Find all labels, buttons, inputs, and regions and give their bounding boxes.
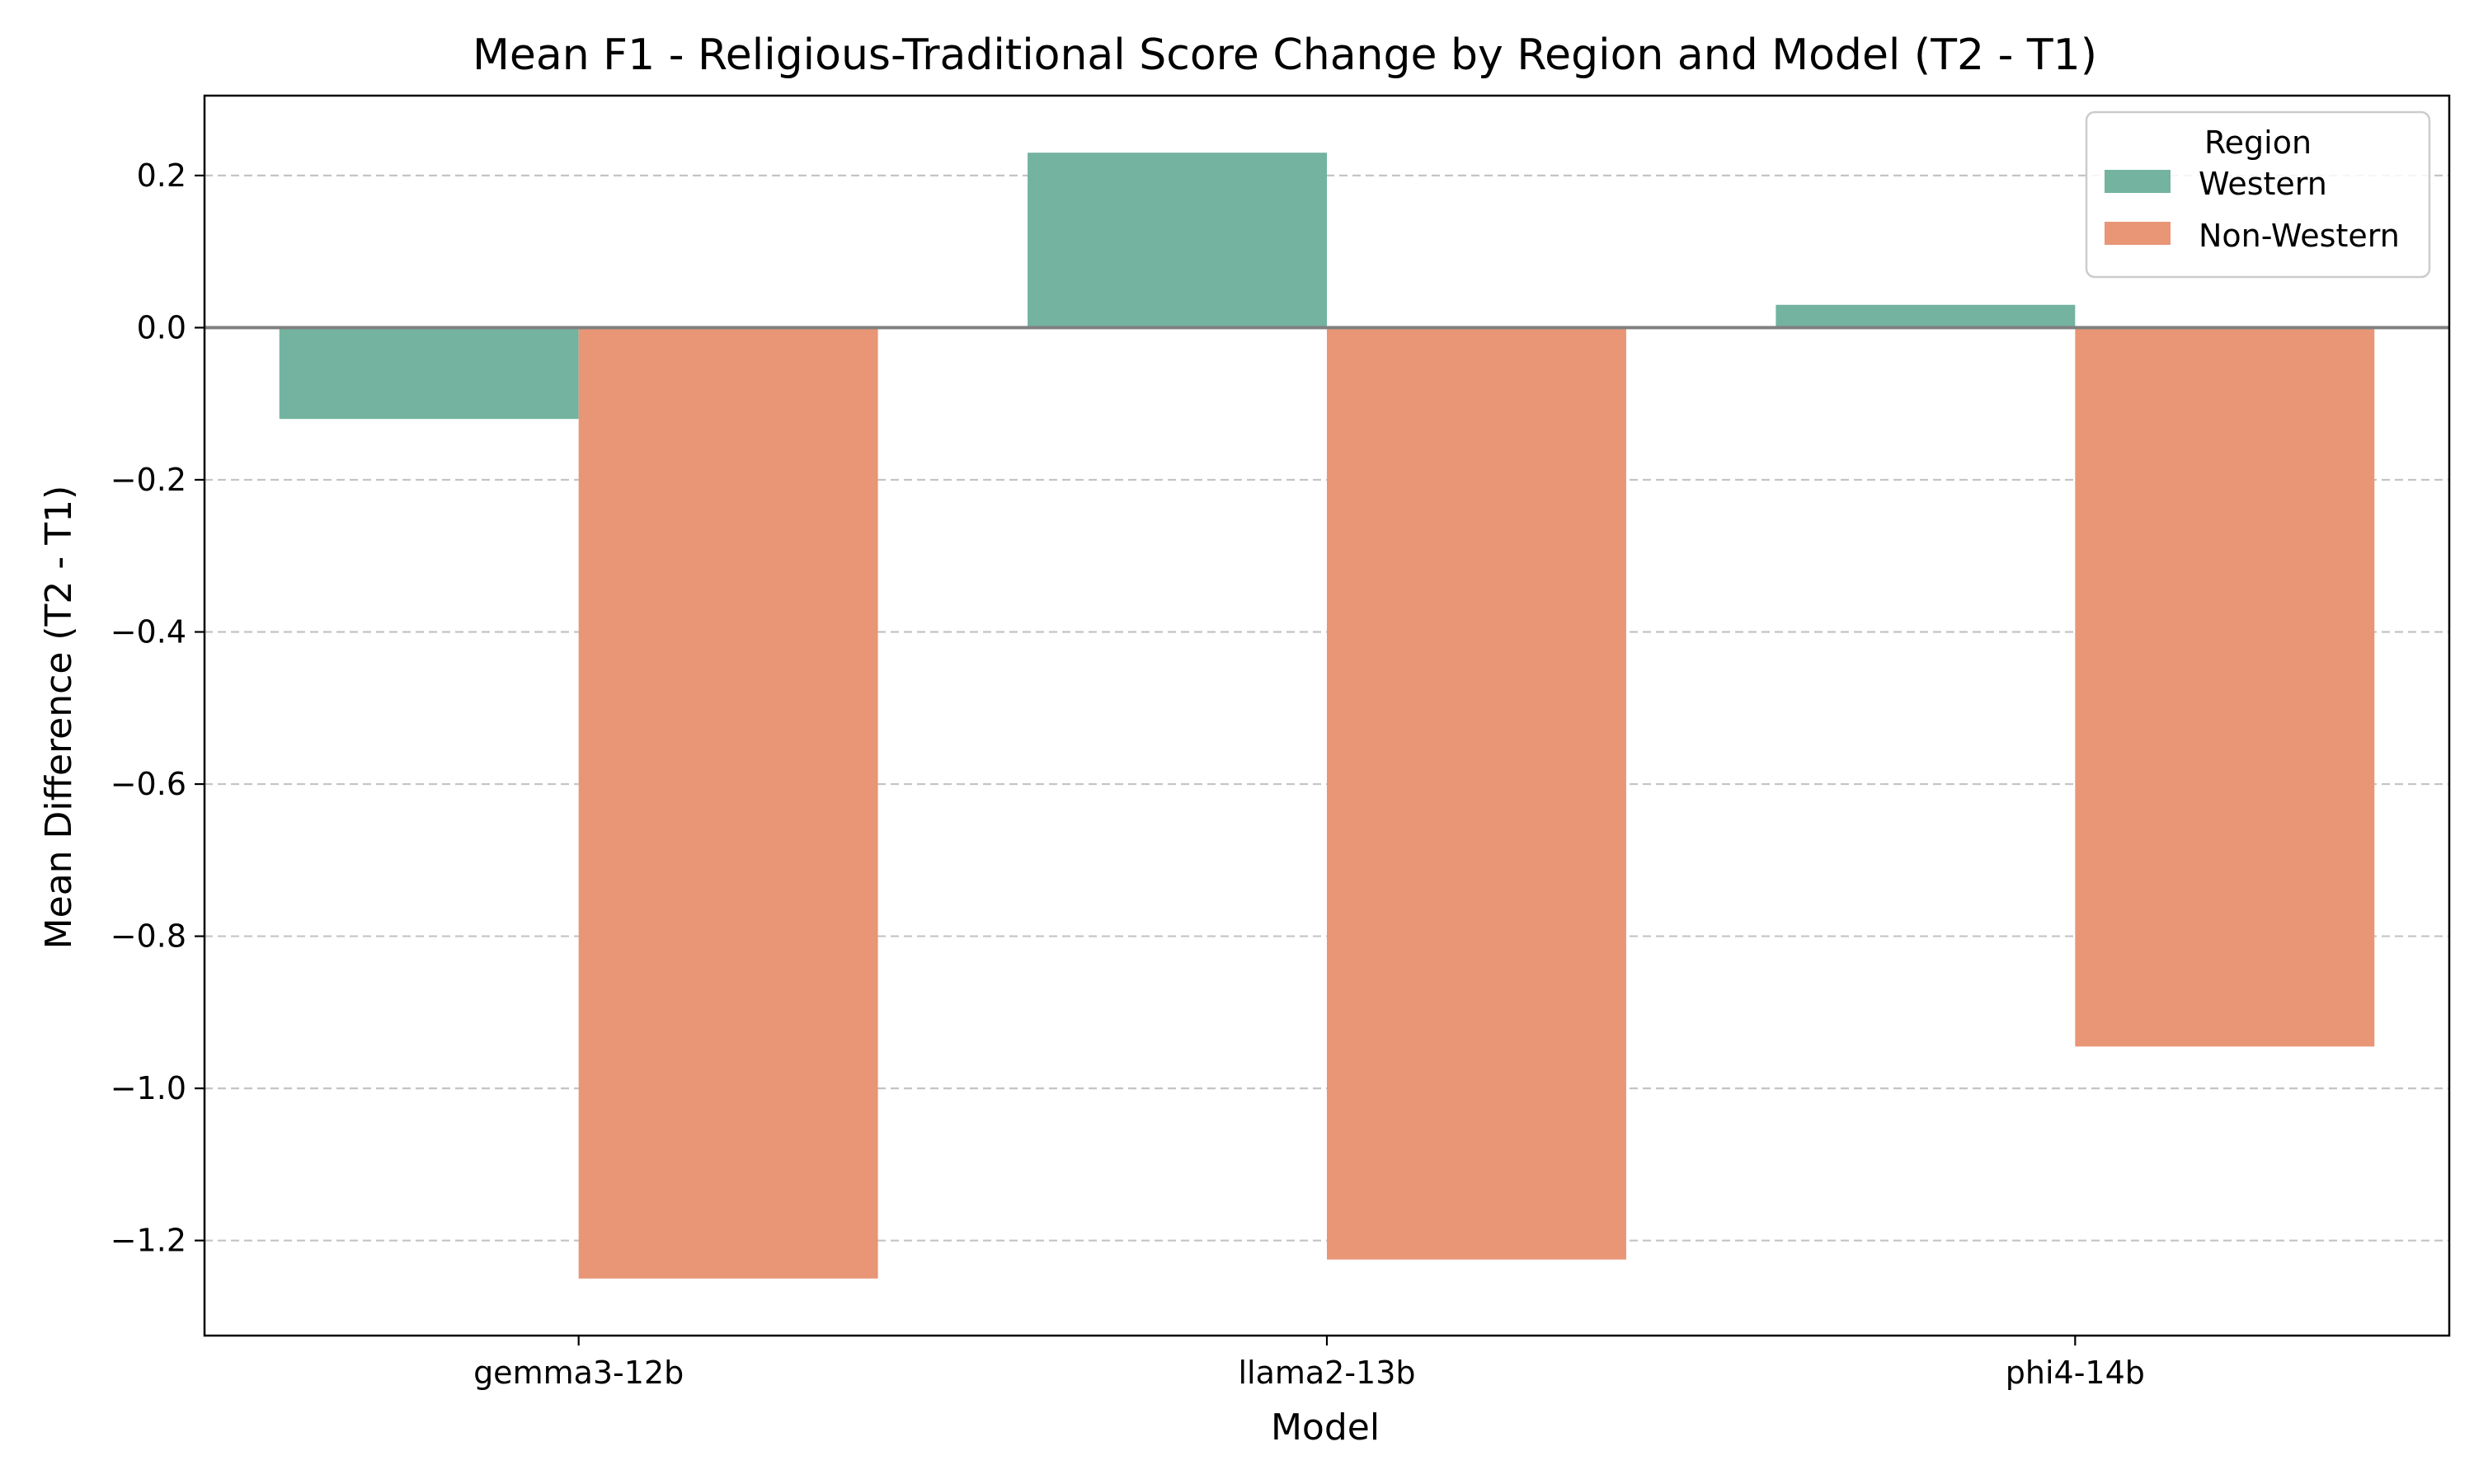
- bar-western-llama2-13b: [1028, 153, 1327, 328]
- bar-western-gemma3-12b: [279, 327, 579, 420]
- bars: [279, 153, 2375, 1279]
- legend-swatch: [2105, 170, 2171, 193]
- y-axis-ticks: 0.2 0.0 −0.2 −0.4 −0.6 −0.8 −1.0 −1.2: [111, 157, 205, 1259]
- y-axis-label: Mean Difference (T2 - T1): [38, 486, 80, 950]
- y-tick-label: −0.4: [111, 614, 186, 650]
- y-tick-label: −1.0: [111, 1070, 186, 1106]
- legend-title: Region: [2204, 124, 2312, 161]
- bar-non-western-phi4-14b: [2075, 327, 2375, 1047]
- x-axis-ticks: gemma3-12b llama2-13b phi4-14b: [473, 1336, 2145, 1391]
- x-axis-label: Model: [1271, 1407, 1380, 1449]
- y-tick-label: −0.6: [111, 766, 186, 802]
- bar-non-western-llama2-13b: [1327, 327, 1626, 1260]
- x-tick-label: llama2-13b: [1238, 1355, 1415, 1391]
- x-tick-label: gemma3-12b: [473, 1355, 684, 1391]
- y-tick-label: −0.8: [111, 918, 186, 955]
- y-tick-label: −1.2: [111, 1223, 186, 1259]
- legend-entry: Western: [2199, 166, 2327, 202]
- chart-title: Mean F1 - Religious-Traditional Score Ch…: [473, 31, 2097, 80]
- bar-western-phi4-14b: [1776, 304, 2076, 328]
- x-tick-label: phi4-14b: [2006, 1355, 2145, 1391]
- legend-box: [2085, 110, 2431, 279]
- y-tick-label: 0.0: [137, 309, 186, 345]
- y-tick-label: 0.2: [137, 157, 186, 194]
- legend-entry: Non-Western: [2199, 218, 2400, 254]
- legend-swatch: [2105, 222, 2171, 245]
- bar-non-western-gemma3-12b: [578, 327, 878, 1279]
- y-tick-label: −0.2: [111, 462, 186, 498]
- legend: Region Western Non-Western: [2085, 110, 2431, 279]
